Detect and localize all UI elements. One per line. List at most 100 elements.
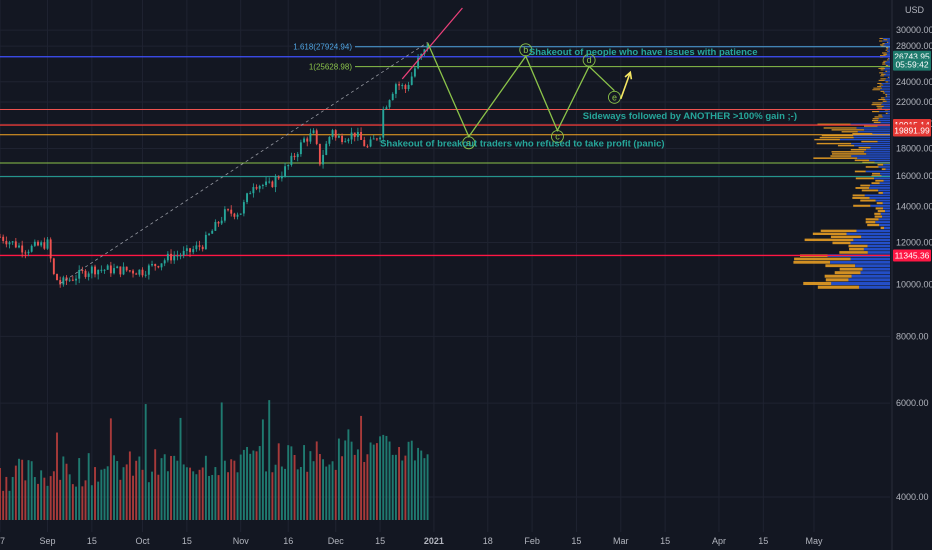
candle-body	[217, 221, 220, 224]
x-tick-label: Oct	[136, 536, 151, 546]
candle-body	[40, 242, 43, 246]
candle	[173, 251, 176, 264]
volume-bar	[375, 443, 378, 520]
volume-bar	[195, 474, 198, 520]
candle	[163, 258, 166, 267]
candle-body	[379, 137, 382, 140]
profile-bar-buy	[857, 157, 890, 159]
candle	[274, 174, 277, 193]
time-axis[interactable]: 17 Sep 15 Oct 15 Nov 16 Dec 15 2021 18 Feb 15 Mar 15 Ap…	[0, 536, 823, 546]
candle	[214, 219, 217, 232]
candle-body	[11, 241, 14, 243]
profile-bar-buy	[875, 221, 890, 224]
profile-bar-sell	[885, 65, 889, 67]
candle-body	[119, 266, 122, 275]
candle-body	[410, 76, 413, 85]
profile-bar-sell	[887, 57, 889, 59]
volume-bar	[198, 469, 201, 520]
candle	[293, 153, 296, 160]
profile-bar-sell	[885, 81, 889, 83]
volume-bar	[413, 460, 416, 520]
profile-bar-sell	[823, 127, 857, 129]
fibonacci-levels: 1.618(27924.94)1(25628.98)0.382(21291.73…	[0, 43, 890, 178]
profile-bar-buy	[885, 78, 890, 80]
candle-body	[0, 236, 1, 238]
x-tick-label: Sep	[40, 536, 56, 546]
price-tag-text: 19891.99	[894, 126, 930, 136]
volume-bar	[2, 490, 5, 520]
candle-body	[78, 269, 81, 279]
candle-body	[160, 263, 163, 268]
candle	[350, 127, 353, 144]
profile-bar-buy	[882, 202, 890, 205]
profile-bar-buy	[878, 119, 890, 122]
candle	[379, 136, 382, 142]
profile-bar-sell	[877, 82, 882, 84]
profile-bar-sell	[831, 153, 867, 155]
profile-bar-sell	[885, 94, 888, 96]
volume-bar	[122, 467, 125, 520]
volume-bar	[65, 463, 68, 520]
candle	[236, 212, 239, 220]
fib-label: 1(25628.98)	[309, 63, 352, 72]
candle	[40, 240, 43, 248]
volume-bar	[75, 486, 77, 520]
volume-bar	[0, 468, 1, 520]
candle	[132, 269, 134, 278]
volume-bar	[37, 483, 39, 520]
volume-bar	[100, 469, 103, 520]
volume-bar	[170, 455, 172, 520]
x-tick-label: 17	[0, 536, 5, 546]
candle-body	[303, 138, 306, 143]
candle-body	[106, 265, 109, 270]
profile-bar-sell	[881, 73, 886, 75]
profile-bar-sell	[813, 157, 858, 159]
candle-body	[246, 193, 248, 203]
profile-bar-sell	[865, 221, 876, 224]
candle-body	[306, 138, 309, 142]
y-tick-label: 22000.00	[896, 97, 932, 107]
volume-bar	[318, 453, 321, 520]
trend-lines	[59, 7, 463, 284]
candle	[325, 141, 328, 156]
candle-body	[363, 139, 366, 147]
profile-bar-buy	[860, 271, 890, 275]
candle-body	[147, 265, 150, 275]
profile-bar-buy	[887, 70, 890, 72]
fib-label: 1.618(27924.94)	[293, 43, 352, 52]
profile-bar-buy	[869, 184, 890, 187]
x-tick-label: 16	[283, 536, 293, 546]
candle	[284, 162, 287, 178]
candle-body	[49, 239, 52, 259]
profile-bar-sell	[881, 168, 886, 171]
volume-bar	[204, 455, 207, 520]
profile-bar-sell	[872, 110, 880, 113]
volume-bar	[97, 481, 100, 520]
profile-bar-buy	[853, 136, 890, 139]
volume-bar	[40, 470, 43, 520]
volume-bar	[33, 477, 36, 520]
profile-bar-sell	[803, 281, 832, 286]
candle	[366, 144, 369, 149]
volume-bar	[78, 458, 81, 520]
profile-bar-sell	[871, 104, 882, 106]
candle	[198, 240, 201, 251]
volume-bar	[420, 450, 423, 520]
candle-body	[220, 220, 223, 224]
profile-bar-sell	[804, 238, 854, 242]
volume-bar	[173, 455, 176, 520]
volume-bar	[144, 404, 147, 520]
profile-bar-sell	[883, 39, 888, 41]
profile-bar-buy	[881, 86, 890, 88]
profile-bar-sell	[879, 40, 883, 42]
profile-bar-sell	[853, 204, 871, 207]
profile-bar-buy	[885, 99, 890, 101]
volume-bar	[265, 471, 267, 520]
candle	[261, 183, 264, 190]
candle	[334, 129, 337, 141]
x-tick-label: 15	[758, 536, 768, 546]
candle	[119, 266, 122, 278]
volume-bar	[230, 459, 233, 520]
candle	[382, 106, 385, 143]
